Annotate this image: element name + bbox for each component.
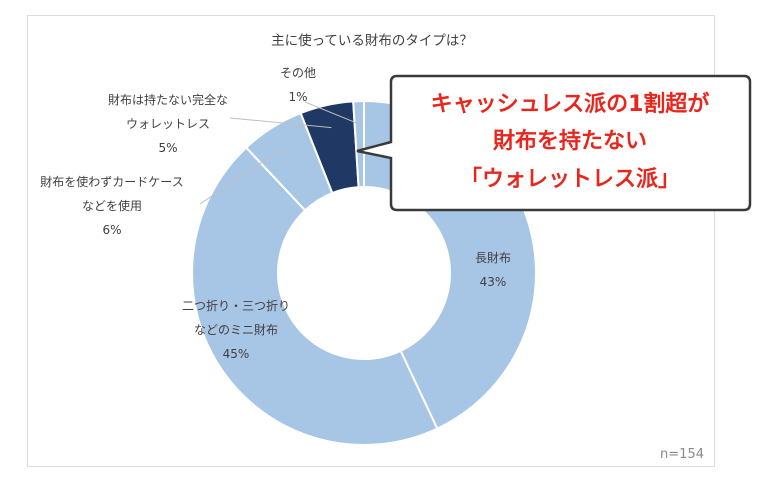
chart-title: 主に使っている財布のタイプは？ [271,32,473,49]
slice-label-long-wallet: 長財布 [475,250,511,265]
sample-size-note: n=154 [660,447,704,462]
slice-label-mini-wallet: 二つ折り・三つ折り [182,298,290,313]
slice-percent-walletless: 5% [158,141,177,155]
leader-line-card-case [199,146,285,205]
slice-percent-mini-wallet: 45% [223,347,250,361]
slice-label-card-case: 財布を使わずカードケース [40,174,183,189]
slice-percent-other: 1% [288,90,307,104]
slice-mini-wallet [191,146,439,446]
slice-percent-long-wallet: 43% [480,275,507,289]
leader-line-walletless [229,117,332,129]
slice-label-walletless: 財布は持たない完全な [108,92,228,107]
callout-line-1: キャッシュレス派の1割超が [431,91,710,117]
callout: キャッシュレス派の1割超が 財布を持たない 「ウォレットレス派」 [356,74,752,212]
slice-label-other: その他 [280,66,316,80]
callout-line-2: 財布を持たない [493,128,647,154]
leader-line-other [304,101,360,125]
callout-line-3: 「ウォレットレス派」 [460,167,680,192]
slice-label-mini-wallet: などのミニ財布 [194,322,278,337]
leader-lines [199,101,360,205]
slice-label-walletless: ウォレットレス [126,117,210,131]
callout-box [356,74,752,212]
slice-percent-card-case: 6% [102,223,121,237]
slice-label-card-case: などを使用 [82,198,142,213]
